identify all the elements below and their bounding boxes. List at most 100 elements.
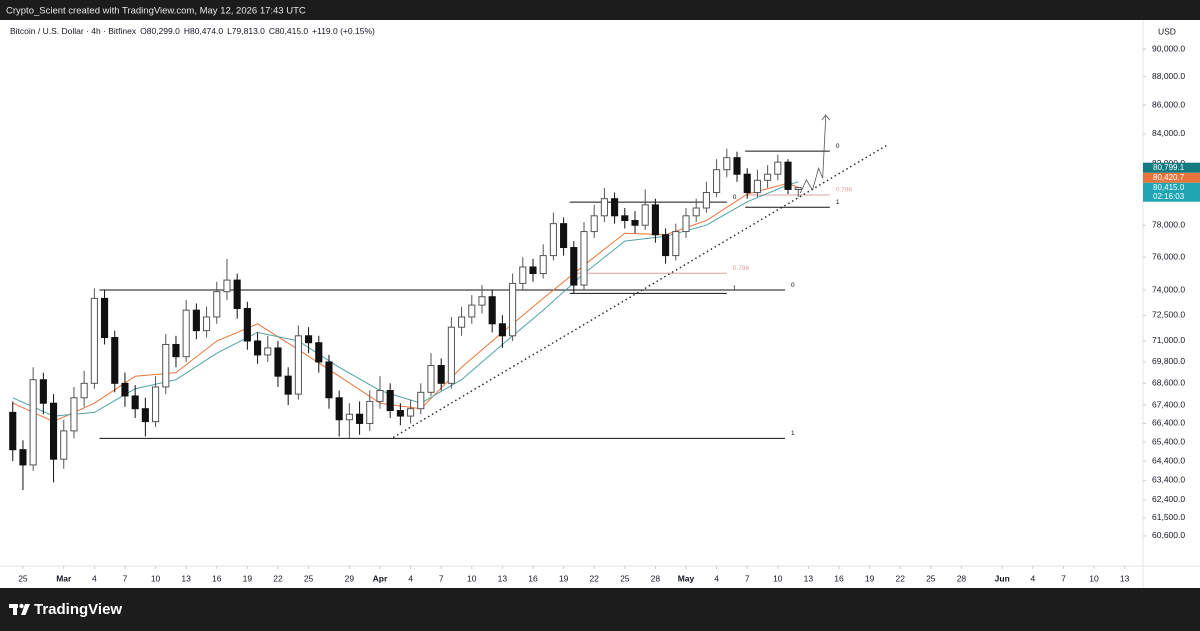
x-tick-label: Jun [995, 573, 1010, 583]
candle-body [468, 304, 476, 318]
line-value-box [1143, 172, 1200, 183]
x-tick-label: 7 [1061, 573, 1066, 583]
candle-body [213, 291, 221, 318]
x-tick-label: 19 [865, 573, 875, 583]
projection-arrowhead [821, 114, 831, 121]
candle-body [29, 379, 37, 466]
candle-body [682, 215, 690, 233]
candle-body [631, 220, 639, 226]
x-tick-label: 10 [467, 573, 477, 583]
y-tick-label: 61,500.0 [1152, 512, 1185, 522]
y-tick-label: 62,400.0 [1152, 494, 1185, 504]
candle-body [509, 282, 517, 337]
candle-body [733, 157, 741, 175]
candle-body [60, 430, 68, 460]
x-tick-label: 16 [212, 573, 222, 583]
fib-level-label: 1 [836, 199, 840, 206]
change-field: +119.0 (+0.15%) [312, 26, 375, 36]
candle-body [366, 400, 374, 424]
chart-area [0, 20, 1200, 588]
candle-body [621, 215, 629, 222]
candle-body [172, 343, 180, 358]
candle-body [478, 296, 486, 306]
x-tick-label: 22 [273, 573, 283, 583]
candle-body [243, 307, 251, 342]
candle-body [192, 309, 200, 332]
x-tick-label: 7 [123, 573, 128, 583]
x-tick-label: 28 [957, 573, 967, 583]
candle-body [794, 187, 802, 190]
candle-body [335, 397, 343, 421]
x-tick-label: 16 [834, 573, 844, 583]
candle-body [396, 410, 404, 417]
line-value-box [1143, 162, 1200, 173]
ohlc-field: C80,415.0 [269, 26, 308, 36]
x-tick-label: 22 [589, 573, 599, 583]
x-tick-label: May [678, 573, 695, 583]
candle-body [345, 413, 353, 421]
candle-body [70, 397, 78, 432]
x-tick-label: 10 [151, 573, 161, 583]
logo-text: TradingView [34, 601, 122, 618]
candle-body [549, 223, 557, 257]
y-tick-label: 65,400.0 [1152, 436, 1185, 446]
candle-body [651, 204, 659, 236]
y-tick-label: 60,600.0 [1152, 530, 1185, 540]
candle-body [19, 449, 27, 466]
y-tick-label: 72,500.0 [1152, 310, 1185, 320]
candle-body [713, 169, 721, 194]
candle-body [121, 382, 129, 397]
candle-body [233, 279, 241, 309]
x-tick-label: 13 [1120, 573, 1130, 583]
candle-body [141, 408, 149, 423]
last-price-box [1143, 182, 1200, 202]
candle-body [90, 297, 98, 384]
fib-level-label: 0 [733, 194, 737, 201]
candle-body [611, 198, 619, 217]
candle-body [315, 342, 323, 363]
x-tick-label: Apr [373, 573, 388, 583]
candle-body [356, 413, 364, 424]
candle-body [458, 316, 466, 328]
fib-level-label: 1 [733, 285, 737, 292]
last-price-label: 80,415.0 [1153, 183, 1185, 192]
candle-body [294, 335, 302, 395]
y-tick-label: 88,000.0 [1152, 71, 1185, 81]
line-value-label: 80,420.7 [1153, 173, 1185, 182]
projection-path [799, 115, 827, 194]
x-tick-label: 4 [1030, 573, 1035, 583]
y-tick-label: 66,400.0 [1152, 418, 1185, 428]
x-tick-label: 13 [181, 573, 191, 583]
logo-shape [21, 604, 30, 615]
candle-body [519, 266, 527, 284]
y-tick-label: 90,000.0 [1152, 43, 1185, 53]
candle-body [427, 365, 435, 393]
top-bar-text: Crypto_Scient created with TradingView.c… [6, 6, 306, 17]
symbol: Bitcoin / U.S. Dollar · 4h · Bitfinex [10, 26, 137, 36]
candle-body [743, 173, 751, 194]
candle-body [284, 375, 292, 395]
candle-body [49, 402, 58, 460]
candle-body [529, 266, 537, 275]
candle-body [498, 323, 506, 337]
tradingview-logo: TradingView [9, 601, 122, 618]
y-tick-label: 71,000.0 [1152, 335, 1185, 345]
price-axis-unit: USD [1158, 26, 1176, 36]
x-tick-label: 10 [1089, 573, 1099, 583]
symbol-header: Bitcoin / U.S. Dollar · 4h · Bitfinex O80… [10, 26, 375, 36]
candle-body [539, 255, 547, 275]
y-tick-label: 74,000.0 [1152, 284, 1185, 294]
candle-body [131, 395, 139, 410]
candle-body [274, 347, 282, 377]
candle-body [784, 161, 792, 190]
candle-body [376, 390, 384, 402]
x-tick-label: 28 [651, 573, 661, 583]
y-tick-label: 76,000.0 [1152, 251, 1185, 261]
candle-body [254, 340, 262, 356]
footer-bar [0, 588, 1200, 631]
candle-body [386, 390, 394, 412]
x-tick-label: 22 [895, 573, 905, 583]
fib-level-label: 1 [791, 430, 795, 437]
ohlc-field: H80,474.0 [184, 26, 223, 36]
